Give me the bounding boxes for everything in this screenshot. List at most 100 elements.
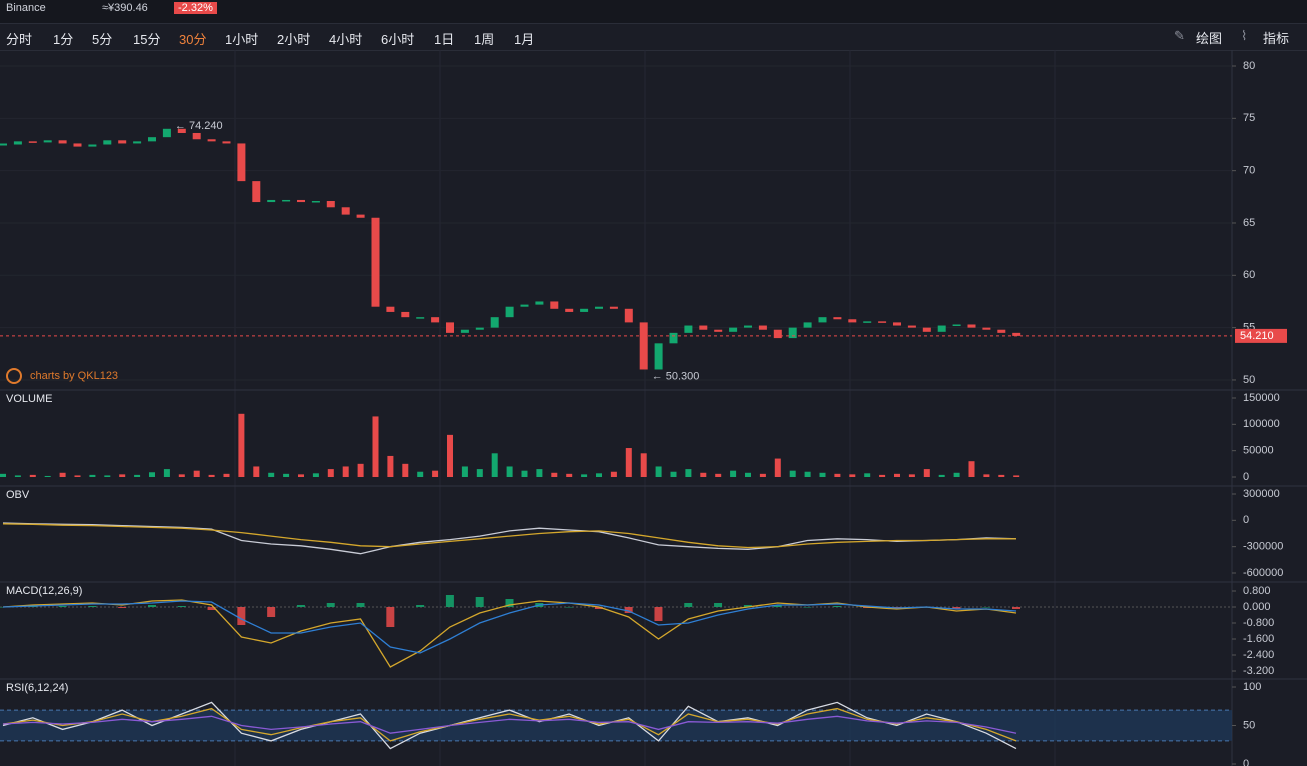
macd-bar (743, 605, 752, 607)
interval[interactable]: 5分 (92, 32, 113, 47)
candle (192, 132, 201, 140)
candle (252, 181, 261, 203)
macd-bar (88, 606, 97, 607)
volume-bar (29, 474, 36, 477)
candle (982, 327, 991, 330)
macd-bar (594, 607, 603, 609)
candle (997, 329, 1006, 333)
candle (803, 322, 812, 328)
volume-bar (253, 466, 260, 477)
interval[interactable]: 2小时 (277, 32, 311, 47)
interval[interactable]: 15分 (133, 32, 161, 47)
macd-bar (118, 607, 127, 608)
candle (460, 329, 469, 333)
volume-bar (640, 453, 647, 477)
header: Binance ≈¥390.46 -2.32% (0, 0, 1307, 24)
volume-bar (715, 473, 722, 477)
candle (848, 319, 857, 323)
volume-bar (819, 472, 826, 477)
candle (863, 321, 872, 323)
volume-bar (536, 469, 543, 477)
interval[interactable]: 1日 (434, 32, 455, 47)
candle (88, 144, 97, 147)
y-tick-label: 50 (1243, 374, 1255, 386)
candle (371, 217, 380, 307)
volume-bar (14, 475, 21, 477)
candle (177, 128, 186, 133)
macd-bar (356, 603, 365, 607)
y-tick-label: 0.800 (1243, 585, 1271, 597)
candle (401, 311, 410, 318)
volume-bar (759, 473, 766, 477)
interval[interactable]: 4小时 (329, 32, 363, 47)
candle (818, 317, 827, 323)
candle (967, 324, 976, 328)
volume-bar (432, 470, 439, 477)
last-price-box (1235, 328, 1287, 343)
candle (1012, 332, 1021, 336)
y-tick-label: -2.400 (1243, 649, 1274, 661)
volume-bar (551, 472, 558, 477)
macd-bar (177, 606, 186, 607)
volume-bar (447, 434, 453, 477)
y-tick-label: 0 (1243, 758, 1249, 766)
volume-bar (521, 470, 528, 477)
volume-bar (223, 473, 230, 477)
y-tick-label: 65 (1243, 217, 1255, 229)
macd-bar (803, 607, 812, 608)
macd-bar (445, 595, 454, 607)
candle (773, 329, 782, 339)
candle (878, 321, 887, 323)
exchange: Binance (6, 2, 46, 14)
price: ≈¥390.46 (102, 2, 148, 14)
indicator-line (2, 523, 1016, 549)
panel-title: OBV (6, 489, 30, 501)
volume-bar (238, 413, 245, 477)
candle (118, 140, 127, 144)
volume-bar (983, 474, 990, 477)
last-price-label: 54.210 (1240, 330, 1274, 342)
candle (952, 324, 961, 326)
macd-bar (147, 605, 156, 607)
candle (550, 301, 559, 309)
candle (207, 139, 216, 142)
candle (654, 343, 663, 370)
y-tick-label: 50 (1243, 719, 1255, 731)
volume-bar (566, 473, 573, 477)
interval[interactable]: 1小时 (225, 32, 259, 47)
macd-bar (833, 606, 842, 607)
candle (580, 308, 589, 312)
interval[interactable]: 6小时 (381, 32, 415, 47)
volume-bar (923, 469, 930, 477)
indicator-button[interactable]: 指标 (1263, 31, 1290, 46)
interval[interactable]: 1月 (514, 32, 535, 47)
interval[interactable]: 1周 (474, 32, 495, 47)
volume-bar (104, 475, 111, 477)
volume-bar (953, 472, 960, 477)
interval[interactable]: 30分 (179, 32, 207, 47)
candle (505, 306, 514, 318)
candle (162, 128, 171, 138)
y-tick-label: -3.200 (1243, 665, 1274, 677)
macd-bar (386, 607, 395, 627)
interval[interactable]: 分时 (6, 32, 33, 47)
macd-bar (207, 607, 216, 610)
candle (0, 143, 7, 146)
candle (133, 141, 142, 144)
draw-icon: ✎ (1174, 28, 1185, 43)
candle (788, 327, 797, 339)
volume-bar (134, 474, 141, 477)
volume-bar (774, 458, 781, 477)
volume-bar (268, 472, 275, 477)
candle (565, 308, 574, 312)
indicator-line (2, 707, 1017, 742)
candle (311, 201, 320, 203)
volume-bar (0, 473, 6, 477)
macd-bar (416, 605, 425, 607)
y-tick-label: 100000 (1243, 418, 1280, 430)
draw-button[interactable]: 绘图 (1196, 31, 1223, 46)
candle (922, 327, 931, 332)
volume-bar (476, 469, 483, 477)
interval[interactable]: 1分 (53, 32, 74, 47)
